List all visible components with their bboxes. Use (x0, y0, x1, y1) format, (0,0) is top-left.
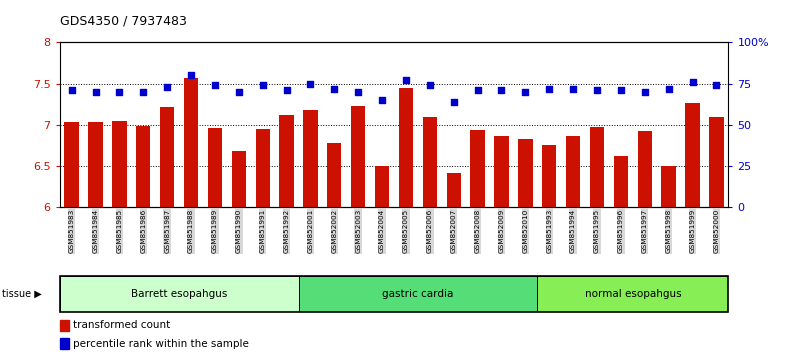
Bar (60, 338, 68, 349)
Text: GSM852009: GSM852009 (498, 209, 505, 253)
Bar (88, 122, 103, 207)
Point (447, 99, 460, 104)
Text: GSM851984: GSM851984 (92, 209, 99, 253)
Text: GDS4350 / 7937483: GDS4350 / 7937483 (60, 14, 186, 27)
Bar (518, 139, 533, 207)
Bar (256, 129, 270, 207)
Bar (208, 128, 222, 207)
Text: GSM852010: GSM852010 (522, 209, 529, 253)
Text: GSM852000: GSM852000 (713, 209, 720, 253)
Text: GSM851992: GSM851992 (283, 209, 290, 253)
Bar (160, 107, 174, 207)
Text: normal esopahgus: normal esopahgus (584, 289, 681, 299)
Bar (638, 131, 652, 207)
Point (471, 87, 484, 93)
Point (232, 89, 245, 95)
Bar (542, 144, 556, 207)
Point (710, 82, 723, 88)
Bar (447, 172, 461, 207)
Text: GSM852004: GSM852004 (379, 209, 385, 253)
Point (591, 87, 603, 93)
Text: GSM852001: GSM852001 (307, 209, 314, 253)
Point (65, 87, 78, 93)
Bar (232, 151, 246, 207)
Text: GSM852008: GSM852008 (474, 209, 481, 253)
Bar (494, 136, 509, 207)
Bar (537, 276, 728, 312)
Point (304, 81, 317, 86)
Text: GSM852005: GSM852005 (403, 209, 409, 253)
Text: GSM851994: GSM851994 (570, 209, 576, 253)
Point (543, 86, 556, 91)
Point (423, 82, 436, 88)
Text: GSM851991: GSM851991 (259, 209, 266, 253)
Bar (399, 88, 413, 207)
Text: transformed count: transformed count (72, 320, 170, 330)
Bar (590, 127, 604, 207)
Text: GSM852006: GSM852006 (427, 209, 433, 253)
Text: GSM851993: GSM851993 (546, 209, 552, 253)
Bar (64, 122, 79, 207)
Bar (184, 78, 198, 207)
Text: gastric cardia: gastric cardia (382, 289, 454, 299)
Point (662, 86, 675, 91)
Text: GSM851995: GSM851995 (594, 209, 600, 253)
Text: GSM852003: GSM852003 (355, 209, 361, 253)
Text: GSM851998: GSM851998 (665, 209, 672, 253)
Bar (423, 118, 437, 207)
Bar (60, 320, 68, 331)
Point (519, 89, 532, 95)
Text: GSM851987: GSM851987 (164, 209, 170, 253)
Text: GSM851989: GSM851989 (212, 209, 218, 253)
Bar (470, 130, 485, 207)
Bar (136, 126, 150, 207)
Bar (709, 118, 724, 207)
Text: GSM852007: GSM852007 (451, 209, 457, 253)
Point (567, 86, 579, 91)
Point (113, 89, 126, 95)
Point (400, 78, 412, 83)
Bar (303, 110, 318, 207)
Bar (60, 276, 298, 312)
Bar (279, 115, 294, 207)
Bar (661, 166, 676, 207)
Point (615, 87, 627, 93)
Point (638, 89, 651, 95)
Point (328, 86, 341, 91)
Text: Barrett esopahgus: Barrett esopahgus (131, 289, 228, 299)
Text: GSM851986: GSM851986 (140, 209, 146, 253)
Text: GSM851996: GSM851996 (618, 209, 624, 253)
Bar (327, 143, 341, 207)
Text: GSM851988: GSM851988 (188, 209, 194, 253)
Text: GSM852002: GSM852002 (331, 209, 338, 253)
Point (280, 87, 293, 93)
Text: percentile rank within the sample: percentile rank within the sample (72, 339, 248, 349)
Bar (112, 121, 127, 207)
Text: tissue ▶: tissue ▶ (2, 289, 41, 299)
Point (137, 89, 150, 95)
Bar (614, 156, 628, 207)
Point (256, 82, 269, 88)
Bar (351, 106, 365, 207)
Point (686, 79, 699, 85)
Bar (298, 276, 537, 312)
Point (89, 89, 102, 95)
Point (161, 84, 174, 90)
Point (352, 89, 365, 95)
Bar (375, 166, 389, 207)
Point (209, 82, 221, 88)
Point (185, 73, 197, 78)
Bar (685, 103, 700, 207)
Point (376, 97, 388, 103)
Text: GSM851997: GSM851997 (642, 209, 648, 253)
Text: GSM851983: GSM851983 (68, 209, 75, 253)
Bar (566, 136, 580, 207)
Text: GSM851990: GSM851990 (236, 209, 242, 253)
Text: GSM851999: GSM851999 (689, 209, 696, 253)
Text: GSM851985: GSM851985 (116, 209, 123, 253)
Point (495, 87, 508, 93)
